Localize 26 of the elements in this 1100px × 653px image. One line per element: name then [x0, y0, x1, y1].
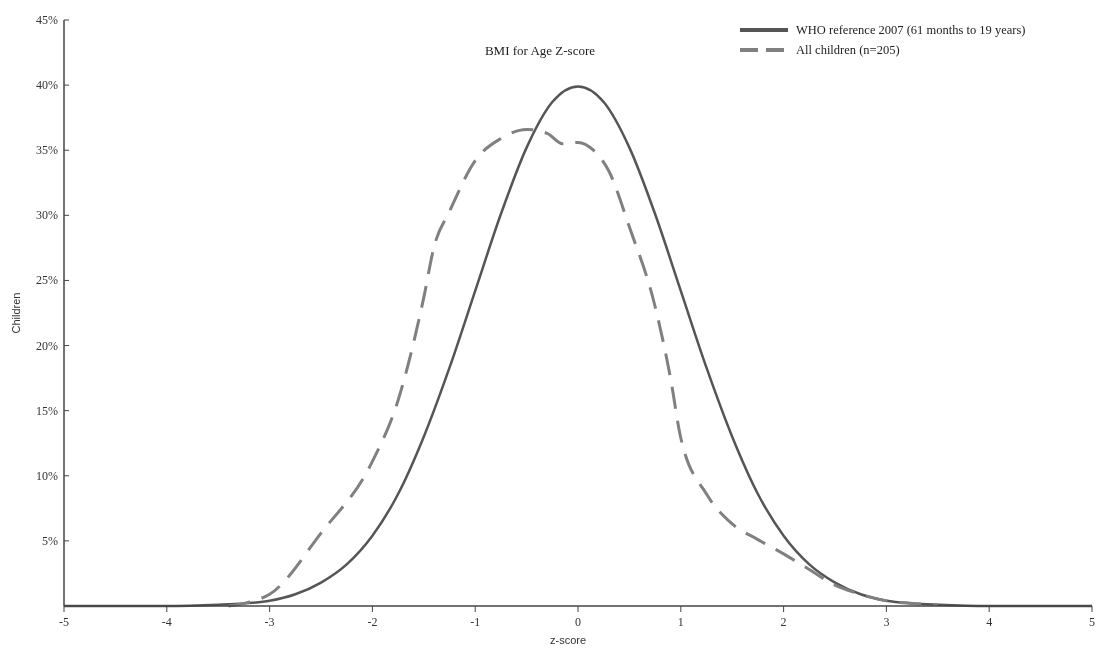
- x-tick-label: 5: [1089, 615, 1095, 629]
- text: BMI for Age Z-score: [484, 43, 596, 58]
- y-tick-label: 35%: [36, 143, 58, 158]
- x-tick-label: -1: [470, 615, 481, 629]
- x-tick-label: 4: [986, 615, 993, 629]
- y-tick-label: 45%: [36, 13, 58, 27]
- line-series: [226, 127, 940, 608]
- y-tick-label: 30%: [36, 208, 58, 223]
- y-axis-title: Children: [10, 292, 22, 334]
- y-tick-label: 20%: [36, 338, 58, 353]
- x-tick-label: -4: [161, 615, 172, 629]
- x-tick-label: 3: [883, 615, 890, 629]
- x-tick-label: -5: [59, 615, 69, 629]
- x-tick-label: 1: [677, 615, 684, 629]
- x-tick-label: 2: [780, 615, 787, 629]
- x-tick-label: 0: [575, 615, 581, 629]
- y-tick-label: 5%: [42, 533, 58, 548]
- x-tick-label: -2: [367, 615, 378, 629]
- y-tick-label: 25%: [36, 273, 58, 288]
- legend-label: WHO reference 2007 (61 months to 19 years): [796, 23, 1026, 37]
- legend-label: All children (n=205): [796, 43, 900, 57]
- y-tick-label: 40%: [36, 78, 58, 93]
- y-tick-label: 10%: [36, 468, 58, 483]
- y-tick-label: 15%: [36, 403, 58, 418]
- x-tick-label: -3: [264, 615, 275, 629]
- x-axis-title: z-score: [549, 634, 587, 646]
